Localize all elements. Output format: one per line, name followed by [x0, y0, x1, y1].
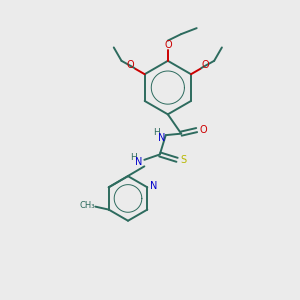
Text: N: N — [150, 181, 158, 191]
Text: N: N — [135, 157, 143, 167]
Text: N: N — [158, 133, 165, 142]
Text: H: H — [153, 128, 160, 137]
Text: H: H — [130, 153, 137, 162]
Text: O: O — [127, 60, 134, 70]
Text: O: O — [164, 40, 172, 50]
Text: CH₃: CH₃ — [79, 201, 95, 210]
Text: O: O — [201, 60, 209, 70]
Text: O: O — [200, 125, 207, 135]
Text: S: S — [181, 155, 187, 165]
